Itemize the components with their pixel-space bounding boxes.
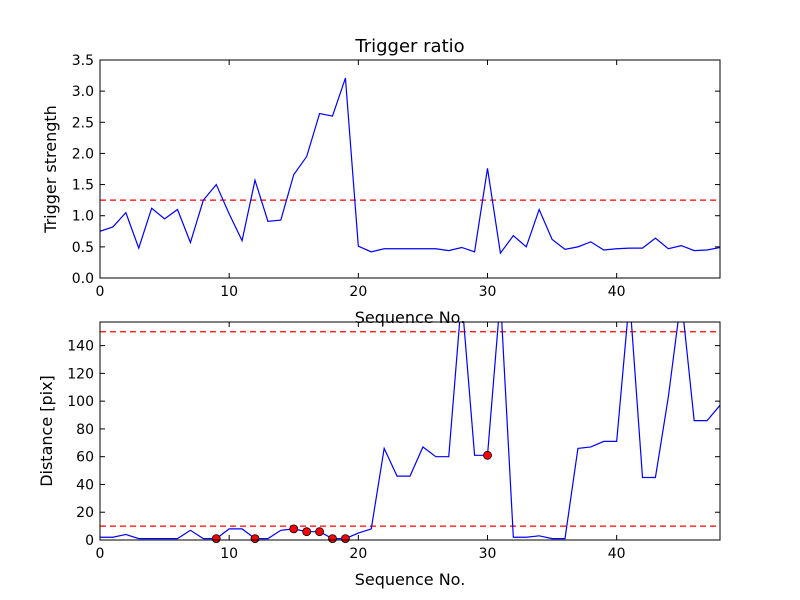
bottom-y-tick-label: 60 — [76, 450, 94, 466]
bottom-series-layer — [100, 322, 720, 544]
bottom-chart-plot-area: 0 10 20 30 40 0 20 40 60 80 100 120 140 — [67, 321, 721, 562]
top-y-tick-label: 1.5 — [72, 178, 94, 194]
bottom-marker-point — [211, 534, 221, 544]
bottom-marker-point — [483, 450, 492, 460]
top-chart-y-axis-label: Trigger strength — [41, 105, 60, 234]
bottom-x-tick-label: 20 — [349, 546, 367, 562]
bottom-marker-point — [341, 534, 350, 544]
bottom-marker-point — [328, 534, 337, 544]
bottom-y-tick-label: 80 — [76, 422, 94, 438]
bottom-chart: 0 10 20 30 40 0 20 40 60 80 100 120 140 Sequence No.… — [37, 321, 721, 589]
bottom-x-tick-label: 0 — [96, 546, 105, 562]
bottom-marker-point — [289, 524, 299, 534]
top-ticks-layer: 0 10 20 30 40 0.0 0.5 1.0 1.5 2.0 2.5 3.0 3.5 — [72, 53, 720, 300]
bottom-y-tick-label: 100 — [67, 394, 94, 410]
bottom-ticks-layer: 0 10 20 30 40 0 20 40 60 80 100 120 140 — [67, 322, 720, 562]
top-x-tick-label: 0 — [96, 284, 105, 300]
top-chart-plot-area: 0 10 20 30 40 0.0 0.5 1.0 1.5 2.0 2.5 3.0 3.5 — [72, 53, 721, 300]
bottom-chart-y-axis-label: Distance [pix] — [37, 375, 56, 487]
bottom-y-tick-label: 40 — [76, 477, 94, 493]
top-y-tick-label: 0.5 — [72, 240, 94, 256]
top-chart-title: Trigger ratio — [354, 36, 464, 57]
top-y-tick-label: 3.0 — [72, 84, 94, 100]
top-series-layer — [100, 77, 720, 255]
top-y-tick-label: 3.5 — [72, 53, 94, 69]
bottom-x-tick-label: 30 — [479, 546, 497, 562]
bottom-x-tick-label: 40 — [608, 546, 626, 562]
top-x-tick-label: 10 — [220, 284, 238, 300]
bottom-chart-frame — [99, 321, 721, 541]
top-y-tick-label: 1.0 — [72, 209, 94, 225]
bottom-y-tick-label: 0 — [85, 533, 94, 549]
bottom-marker-point — [250, 534, 260, 544]
top-x-tick-label: 20 — [349, 284, 367, 300]
top-series-line-0 — [100, 77, 720, 255]
bottom-y-tick-label: 140 — [67, 339, 94, 355]
top-x-tick-label: 40 — [608, 284, 626, 300]
top-y-tick-label: 0.0 — [72, 271, 94, 287]
top-x-tick-label: 30 — [479, 284, 497, 300]
top-y-tick-label: 2.0 — [72, 146, 94, 162]
bottom-y-tick-label: 20 — [76, 505, 94, 521]
bottom-chart-x-axis-label: Sequence No. — [355, 570, 466, 589]
top-chart-x-axis-label: Sequence No. — [355, 308, 466, 327]
bottom-marker-point — [315, 527, 324, 537]
bottom-x-tick-label: 10 — [220, 546, 238, 562]
bottom-y-tick-label: 120 — [67, 366, 94, 382]
bottom-marker-point — [302, 527, 312, 537]
bottom-series-line-0 — [100, 322, 720, 540]
top-chart-frame — [99, 59, 721, 279]
top-y-tick-label: 2.5 — [72, 115, 94, 131]
